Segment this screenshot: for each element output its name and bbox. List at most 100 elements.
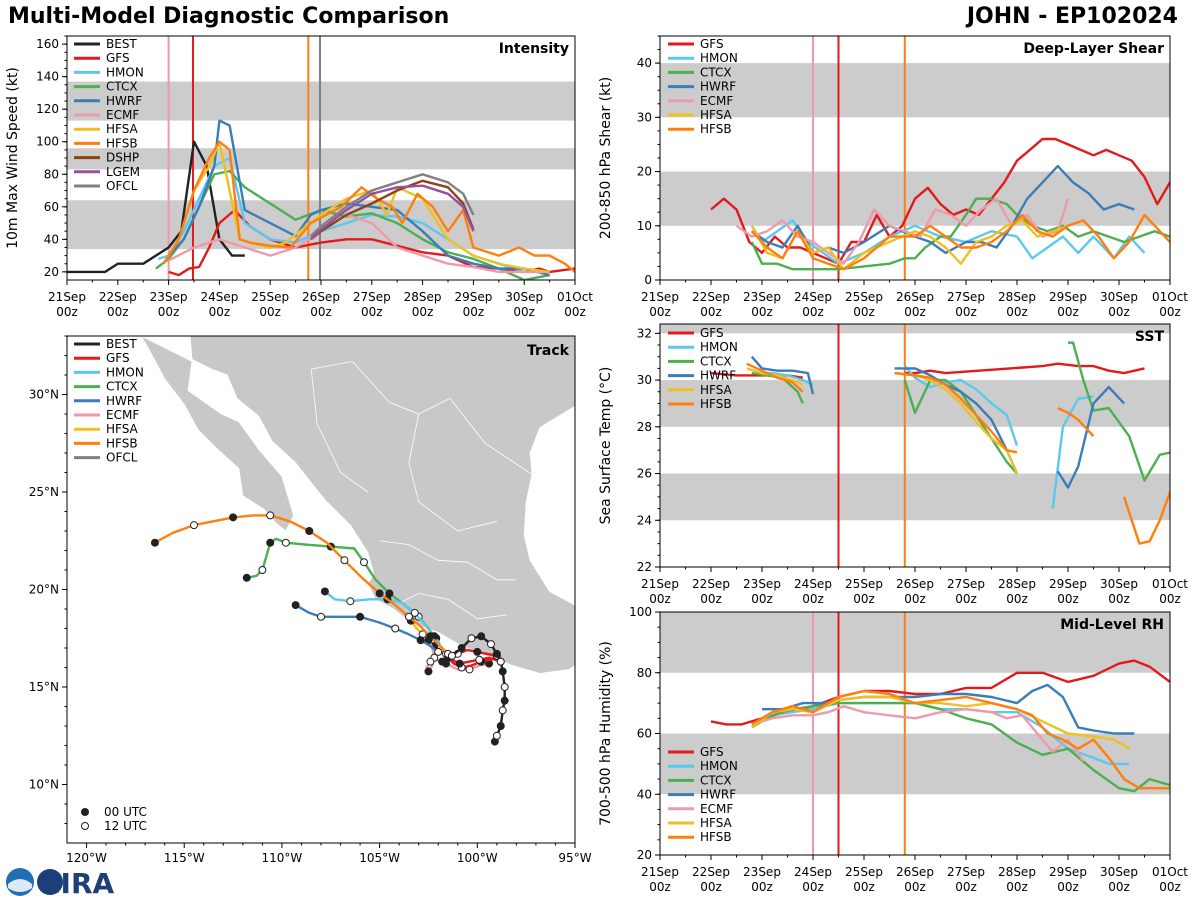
shear-series-ctcx (750, 197, 1170, 271)
intensity-legend-label-best: BEST (106, 37, 137, 51)
sst-ytick-label: 22 (637, 560, 652, 574)
intensity-xtick-label: 23Sep 00z (150, 290, 188, 319)
sst-xtick-day: 22Sep (692, 577, 730, 591)
track-legend-label-ctcx: CTCX (106, 380, 138, 394)
shear-xtick-day: 24Sep (794, 290, 832, 304)
shear-xtick-label: 21Sep 00z (641, 290, 679, 319)
rh-xtick-hour: 00z (1108, 880, 1130, 894)
rh-xtick-label: 21Sep 00z (641, 865, 679, 894)
shear-xtick-label: 23Sep 00z (743, 290, 781, 319)
track-ytick-label: 10°N (29, 778, 59, 792)
sst-xtick-hour: 00z (955, 592, 977, 606)
track-xtick-label: 120°W (66, 851, 107, 865)
intensity-series-hfsa (162, 140, 550, 274)
csu-logo-icon (37, 869, 63, 895)
intensity-legend-label-hfsb: HFSB (106, 136, 138, 150)
shear-xtick-hour: 00z (649, 305, 671, 319)
shear-xtick-hour: 00z (1006, 305, 1028, 319)
rh-plot-area (660, 612, 1170, 855)
rh-xtick-day: 21Sep (641, 865, 679, 879)
sst-xtick-label: 25Sep 00z (845, 577, 883, 606)
track-point-best (467, 634, 476, 643)
intensity-series-ofcl (309, 173, 475, 237)
shear-xtick-day: 23Sep (743, 290, 781, 304)
rh-xtick-hour: 00z (853, 880, 875, 894)
intensity-xtick-label: 01Oct 00z (557, 290, 593, 319)
track-point-gfs (475, 655, 484, 664)
rh-xtick-day: 22Sep (692, 865, 730, 879)
intensity-xtick-day: 25Sep (251, 290, 289, 304)
sst-xtick-day: 23Sep (743, 577, 781, 591)
intensity-xtick-hour: 00z (209, 305, 231, 319)
track-point-best (500, 696, 509, 705)
intensity-xtick-label: 29Sep 00z (454, 290, 492, 319)
track-xtick-label: 100°W (457, 851, 498, 865)
logo-text: CIRA (40, 867, 115, 898)
shear-xtick-hour: 00z (1159, 305, 1181, 319)
track-point-hwrf (291, 601, 300, 610)
shear-xtick-day: 22Sep (692, 290, 730, 304)
state-border (408, 413, 497, 532)
shear-xtick-hour: 00z (1057, 305, 1079, 319)
track-point-ecmf (426, 657, 435, 666)
sst-xtick-day: 21Sep (641, 577, 679, 591)
track-marker-legend-label: 00 UTC (104, 805, 147, 819)
intensity-xtick-day: 21Sep (48, 290, 86, 304)
intensity-xtick-label: 24Sep 00z (200, 290, 238, 319)
shear-ytick-label: 30 (637, 110, 652, 124)
sst-legend-label-ctcx: CTCX (700, 354, 732, 368)
intensity-xtick-hour: 00z (56, 305, 78, 319)
land-mainland (189, 336, 575, 674)
track-legend-label-hmon: HMON (106, 365, 144, 379)
rh-ylabel: 700-500 hPa Humidity (%) (598, 641, 614, 826)
intensity-series-dshp (310, 179, 475, 241)
track-legend-label-hfsb: HFSB (106, 436, 138, 450)
rh-legend-label-ctcx: CTCX (700, 773, 732, 787)
sst-xtick-hour: 00z (751, 592, 773, 606)
track-point-ctcx (266, 538, 275, 547)
intensity-ytick-label: 60 (44, 200, 59, 214)
intensity-xtick-label: 26Sep 00z (302, 290, 340, 319)
intensity-xtick-day: 28Sep (404, 290, 442, 304)
shear-xtick-day: 27Sep (947, 290, 985, 304)
track-point-best (457, 644, 466, 652)
track-point-ctcx (242, 573, 251, 582)
rh-shade-band (660, 612, 1170, 673)
track-xtick-label: 115°W (164, 851, 205, 865)
track-legend-label-hwrf: HWRF (106, 394, 142, 408)
sst-xtick-hour: 00z (802, 592, 824, 606)
sst-ytick-label: 28 (637, 420, 652, 434)
shear-xtick-day: 25Sep (845, 290, 883, 304)
track-legend-label-ofcl: OFCL (106, 451, 138, 465)
intensity-shade-band (67, 148, 575, 170)
sst-plot-area (660, 324, 1170, 567)
track-point-best (492, 731, 501, 740)
track-legend-label-gfs: GFS (106, 351, 130, 365)
state-border (310, 369, 369, 493)
shear-xtick-label: 30Sep 00z (1100, 290, 1138, 319)
intensity-ylabel: 10m Max Wind Speed (kt) (5, 67, 21, 249)
shear-ytick-label: 40 (637, 56, 652, 70)
intensity-ytick-label: 80 (44, 167, 59, 181)
track-point-best (496, 657, 505, 666)
sst-xtick-hour: 00z (700, 592, 722, 606)
shear-xtick-label: 28Sep 00z (998, 290, 1036, 319)
track-xtick-label: 95°W (558, 851, 591, 865)
rh-xtick-day: 30Sep (1100, 865, 1138, 879)
track-point-best (486, 640, 495, 649)
rh-xtick-label: 30Sep 00z (1100, 865, 1138, 894)
track-point-best (447, 651, 456, 660)
intensity-legend-label-gfs: GFS (106, 51, 130, 65)
track-point-ecmf (424, 667, 433, 676)
track-point-gfs (473, 647, 482, 656)
rh-legend-label-ecmf: ECMF (700, 802, 733, 816)
intensity-legend-label-hfsa: HFSA (106, 122, 139, 136)
shear-panel-title: Deep-Layer Shear (1023, 41, 1164, 57)
track-ytick-label: 25°N (29, 485, 59, 499)
shear-xtick-day: 26Sep (896, 290, 934, 304)
rh-ytick-label: 20 (637, 848, 652, 862)
rh-xtick-label: 23Sep 00z (743, 865, 781, 894)
track-xtick-label: 105°W (359, 851, 400, 865)
track-panel-title: Track (527, 343, 570, 359)
